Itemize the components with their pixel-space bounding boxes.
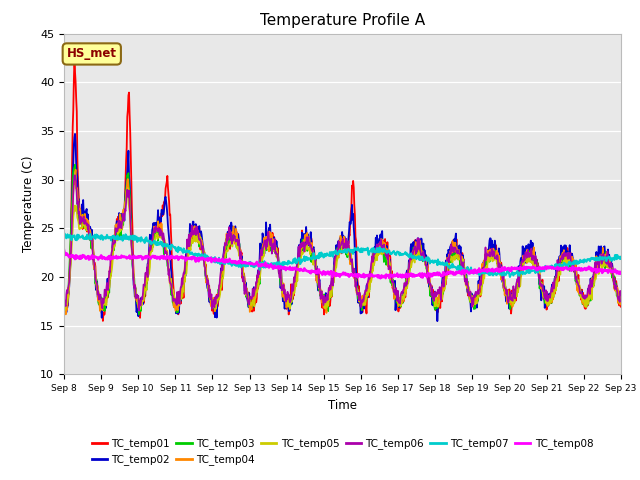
TC_temp06 <box>617 292 625 298</box>
TC_temp01 <box>164 191 172 197</box>
TC_temp06 <box>60 303 68 309</box>
TC_temp07 <box>590 255 598 261</box>
TC_temp01 <box>590 274 598 279</box>
TC_temp06 <box>135 308 143 313</box>
Line: TC_temp07: TC_temp07 <box>64 234 621 277</box>
TC_temp05 <box>389 279 397 285</box>
TC_temp06 <box>599 258 607 264</box>
TC_temp01 <box>617 304 625 310</box>
TC_temp03 <box>599 261 607 267</box>
TC_temp05 <box>164 267 172 273</box>
Title: Temperature Profile A: Temperature Profile A <box>260 13 425 28</box>
TC_temp02 <box>71 131 79 137</box>
TC_temp04 <box>88 240 96 246</box>
TC_temp03 <box>88 246 95 252</box>
TC_temp08 <box>376 276 384 281</box>
TC_temp04 <box>72 167 79 172</box>
TC_temp07 <box>164 242 172 248</box>
TC_temp08 <box>589 267 597 273</box>
Line: TC_temp06: TC_temp06 <box>64 175 621 311</box>
TC_temp03 <box>590 283 598 288</box>
TC_temp08 <box>617 271 625 276</box>
TC_temp08 <box>291 264 299 270</box>
TC_temp05 <box>617 293 625 299</box>
TC_temp03 <box>135 312 143 317</box>
TC_temp04 <box>590 276 598 281</box>
TC_temp02 <box>599 256 607 262</box>
TC_temp03 <box>389 280 397 286</box>
TC_temp05 <box>292 283 300 289</box>
TC_temp07 <box>599 256 607 262</box>
TC_temp06 <box>292 267 300 273</box>
TC_temp08 <box>60 247 68 252</box>
TC_temp01 <box>99 318 107 324</box>
TC_temp05 <box>599 264 607 270</box>
TC_temp06 <box>88 237 95 242</box>
TC_temp06 <box>389 279 397 285</box>
TC_temp08 <box>388 274 396 279</box>
TC_temp03 <box>617 300 625 306</box>
TC_temp08 <box>598 270 606 276</box>
TC_temp03 <box>164 268 172 274</box>
TC_temp05 <box>124 186 132 192</box>
TC_temp02 <box>590 269 598 275</box>
TC_temp06 <box>590 269 598 275</box>
Line: TC_temp05: TC_temp05 <box>64 189 621 311</box>
TC_temp04 <box>164 267 172 273</box>
TC_temp02 <box>388 278 396 284</box>
TC_temp07 <box>617 256 625 262</box>
TC_temp04 <box>389 286 397 291</box>
TC_temp04 <box>60 308 68 313</box>
TC_temp04 <box>292 274 300 279</box>
Line: TC_temp01: TC_temp01 <box>64 60 621 321</box>
TC_temp07 <box>60 233 68 239</box>
TC_temp07 <box>292 260 300 266</box>
TC_temp05 <box>590 282 598 288</box>
Text: HS_met: HS_met <box>67 48 116 60</box>
TC_temp03 <box>292 268 300 274</box>
TC_temp05 <box>88 237 95 242</box>
TC_temp01 <box>60 305 68 311</box>
TC_temp03 <box>71 162 79 168</box>
TC_temp07 <box>388 249 396 255</box>
TC_temp08 <box>87 256 95 262</box>
TC_temp03 <box>60 302 68 308</box>
TC_temp01 <box>292 271 300 277</box>
TC_temp02 <box>60 308 68 314</box>
TC_temp07 <box>506 274 514 280</box>
TC_temp02 <box>617 296 625 302</box>
TC_temp01 <box>70 57 78 62</box>
TC_temp02 <box>292 271 300 277</box>
Y-axis label: Temperature (C): Temperature (C) <box>22 156 35 252</box>
TC_temp04 <box>599 245 607 251</box>
Legend: TC_temp01, TC_temp02, TC_temp03, TC_temp04, TC_temp05, TC_temp06, TC_temp07, TC_: TC_temp01, TC_temp02, TC_temp03, TC_temp… <box>87 434 598 469</box>
Line: TC_temp02: TC_temp02 <box>64 134 621 321</box>
TC_temp06 <box>70 172 78 178</box>
TC_temp07 <box>88 237 95 242</box>
Line: TC_temp08: TC_temp08 <box>64 250 621 278</box>
TC_temp02 <box>88 234 95 240</box>
TC_temp01 <box>599 253 607 259</box>
TC_temp07 <box>61 231 68 237</box>
TC_temp04 <box>62 312 70 317</box>
TC_temp01 <box>88 236 95 242</box>
Line: TC_temp03: TC_temp03 <box>64 165 621 314</box>
Line: TC_temp04: TC_temp04 <box>64 169 621 314</box>
TC_temp05 <box>60 296 68 302</box>
TC_temp05 <box>61 308 68 313</box>
TC_temp01 <box>389 282 397 288</box>
X-axis label: Time: Time <box>328 399 357 412</box>
TC_temp02 <box>433 318 441 324</box>
TC_temp02 <box>164 222 172 228</box>
TC_temp04 <box>617 299 625 304</box>
TC_temp06 <box>164 272 172 278</box>
TC_temp08 <box>163 255 171 261</box>
